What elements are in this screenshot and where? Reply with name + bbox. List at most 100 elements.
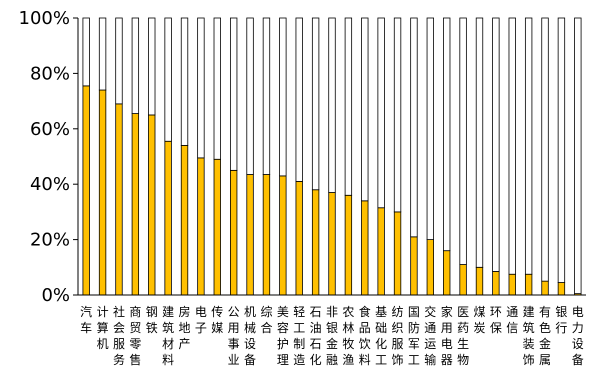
bar-segment-0-3 (131, 113, 140, 296)
bar-segment-1-27 (524, 17, 533, 275)
bar-segment-1-20 (410, 17, 418, 238)
bar-segment-0-23 (459, 264, 467, 296)
bar-segment-0-12 (279, 175, 287, 296)
bar-segment-1-17 (361, 17, 369, 202)
bar-segment-1-1 (98, 17, 107, 91)
bar-segment-0-25 (492, 271, 500, 296)
bar-segment-1-24 (475, 17, 484, 268)
bar-segment-0-7 (197, 157, 205, 296)
x-tick-label: 食品饮料 (359, 304, 371, 367)
bar-segment-0-18 (377, 207, 385, 296)
bar-segment-0-0 (82, 85, 90, 296)
bar-segment-0-29 (557, 282, 566, 296)
x-tick-label: 医药生物 (457, 305, 469, 367)
bar-segment-1-15 (328, 17, 336, 193)
bar-segment-0-13 (295, 181, 303, 296)
x-tick-label: 轻工制造 (293, 305, 305, 367)
bar-segment-0-26 (508, 273, 516, 296)
bar-segment-0-27 (524, 273, 533, 296)
x-tick-label: 银行 (555, 305, 567, 335)
bar-segment-1-5 (164, 17, 172, 142)
x-tick-label: 房地产 (179, 304, 191, 351)
x-tick-label: 社会服务 (113, 304, 125, 367)
bar-segment-0-19 (393, 211, 402, 296)
bar-segment-0-20 (410, 236, 418, 296)
bar-segment-0-10 (246, 174, 254, 296)
bar-segment-1-9 (229, 17, 238, 171)
bar-segment-0-24 (475, 266, 484, 296)
x-tick-label: 基础化工 (375, 305, 387, 367)
bar-segment-0-17 (361, 200, 369, 296)
x-tick-label: 环保 (490, 305, 502, 335)
x-tick-label: 钢铁 (146, 305, 158, 335)
y-tick-label: 80% (30, 63, 70, 84)
bar-segment-0-22 (443, 250, 451, 296)
bar-segment-1-10 (246, 17, 254, 175)
bar-segment-1-21 (426, 17, 434, 241)
bar-segment-1-25 (492, 17, 500, 272)
x-tick-label: 电力设备 (572, 305, 584, 367)
bar-segment-0-1 (98, 89, 107, 296)
x-tick-label: 纺织服饰 (392, 305, 404, 367)
x-tick-label: 有色金属 (539, 305, 551, 367)
bar-segment-1-0 (82, 17, 90, 87)
bar-segment-1-11 (262, 17, 271, 175)
bar-segment-1-12 (279, 17, 287, 177)
bar-segment-1-6 (180, 17, 189, 146)
x-tick-label: 电子 (195, 305, 207, 335)
x-tick-label: 计算机 (97, 305, 109, 351)
bar-segment-0-11 (262, 174, 271, 296)
x-tick-label: 商贸零售 (129, 304, 141, 367)
x-tick-label: 非银金融 (326, 305, 338, 367)
y-tick-label: 60% (30, 119, 70, 140)
x-tick-label: 通信 (506, 305, 518, 335)
x-tick-label: 交通运输 (424, 304, 436, 367)
x-tick-label: 汽车 (80, 304, 92, 335)
bar-segment-0-5 (164, 140, 172, 296)
y-tick-label: 20% (30, 230, 70, 251)
x-tick-label: 石油石化 (310, 305, 322, 367)
x-tick-label: 综合 (260, 305, 272, 335)
bar-segment-1-18 (377, 17, 385, 209)
bar-segment-1-7 (197, 17, 205, 159)
x-tick-label: 农林牧渔 (342, 305, 354, 367)
bar-segment-1-19 (393, 17, 402, 213)
bar-segment-1-13 (295, 17, 303, 182)
bar-segment-1-16 (344, 17, 353, 196)
x-tick-label: 公用事业 (228, 305, 240, 367)
bar-segment-1-4 (148, 17, 156, 116)
x-tick-label: 国防军工 (408, 305, 420, 367)
x-tick-label: 美容护理 (277, 305, 289, 367)
bar-segment-1-23 (459, 17, 467, 265)
bar-segment-0-8 (213, 158, 221, 296)
x-tick-label: 建筑装饰 (523, 305, 535, 367)
bar-segment-1-3 (131, 17, 140, 114)
y-tick-label: 100% (19, 8, 70, 29)
bar-segment-0-6 (180, 145, 189, 296)
bar-segment-0-16 (344, 194, 353, 296)
x-tick-label: 建筑材料 (162, 305, 174, 367)
bar-segment-0-14 (311, 189, 320, 296)
bar-segment-0-21 (426, 239, 434, 296)
bar-segment-1-29 (557, 17, 566, 283)
x-tick-label: 煤炭 (473, 305, 485, 335)
x-tick-label: 机械设备 (244, 305, 256, 367)
bar-segment-1-2 (115, 17, 123, 105)
y-tick-label: 40% (30, 174, 70, 195)
x-tick-label: 家用电器 (441, 304, 453, 367)
bar-segment-0-9 (229, 169, 238, 296)
bars-layer (82, 17, 582, 296)
bar-segment-1-8 (213, 17, 221, 160)
bar-segment-0-15 (328, 192, 336, 296)
x-axis: 汽车计算机社会服务商贸零售钢铁建筑材料房地产电子传媒公用事业机械设备综合美容护理… (78, 294, 586, 367)
y-tick-label: 0% (41, 285, 70, 306)
bar-segment-1-22 (443, 17, 451, 252)
x-tick-label: 传媒 (211, 304, 223, 335)
bar-segment-1-28 (541, 17, 549, 282)
bar-segment-0-4 (148, 114, 156, 296)
bar-segment-1-26 (508, 17, 516, 275)
y-axis: 0% 20% 40% 60% 80% 100% (19, 8, 79, 306)
bar-segment-0-28 (541, 280, 549, 296)
bar-segment-1-30 (574, 17, 582, 295)
